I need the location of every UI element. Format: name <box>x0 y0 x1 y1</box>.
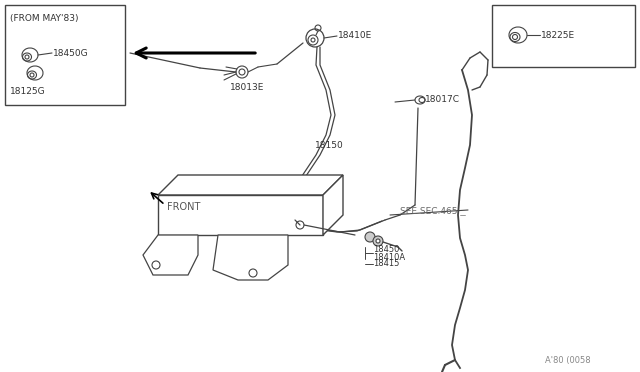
Text: 18017C: 18017C <box>425 94 460 103</box>
Circle shape <box>365 232 375 242</box>
Text: 18013E: 18013E <box>230 83 264 93</box>
Text: 18415: 18415 <box>373 260 399 269</box>
Polygon shape <box>158 175 343 195</box>
Text: 18410E: 18410E <box>338 32 372 41</box>
Polygon shape <box>158 195 323 235</box>
Text: 18450G: 18450G <box>53 48 88 58</box>
Text: 18225E: 18225E <box>541 31 575 39</box>
Text: SEE SEC.465: SEE SEC.465 <box>400 208 458 217</box>
Text: (FROM MAY'83): (FROM MAY'83) <box>10 13 79 22</box>
Polygon shape <box>213 235 288 280</box>
Text: 18125G: 18125G <box>10 87 45 96</box>
Text: 18410A: 18410A <box>373 253 405 263</box>
Polygon shape <box>143 235 198 275</box>
Circle shape <box>239 69 245 75</box>
Bar <box>5 5 125 105</box>
Circle shape <box>373 236 383 246</box>
Polygon shape <box>323 175 343 235</box>
Text: 18150: 18150 <box>315 141 344 150</box>
Bar <box>492 5 635 67</box>
Text: FRONT: FRONT <box>167 202 200 212</box>
Circle shape <box>376 239 380 243</box>
Text: 18450: 18450 <box>373 246 399 254</box>
Text: A'80 (0058: A'80 (0058 <box>545 356 591 365</box>
